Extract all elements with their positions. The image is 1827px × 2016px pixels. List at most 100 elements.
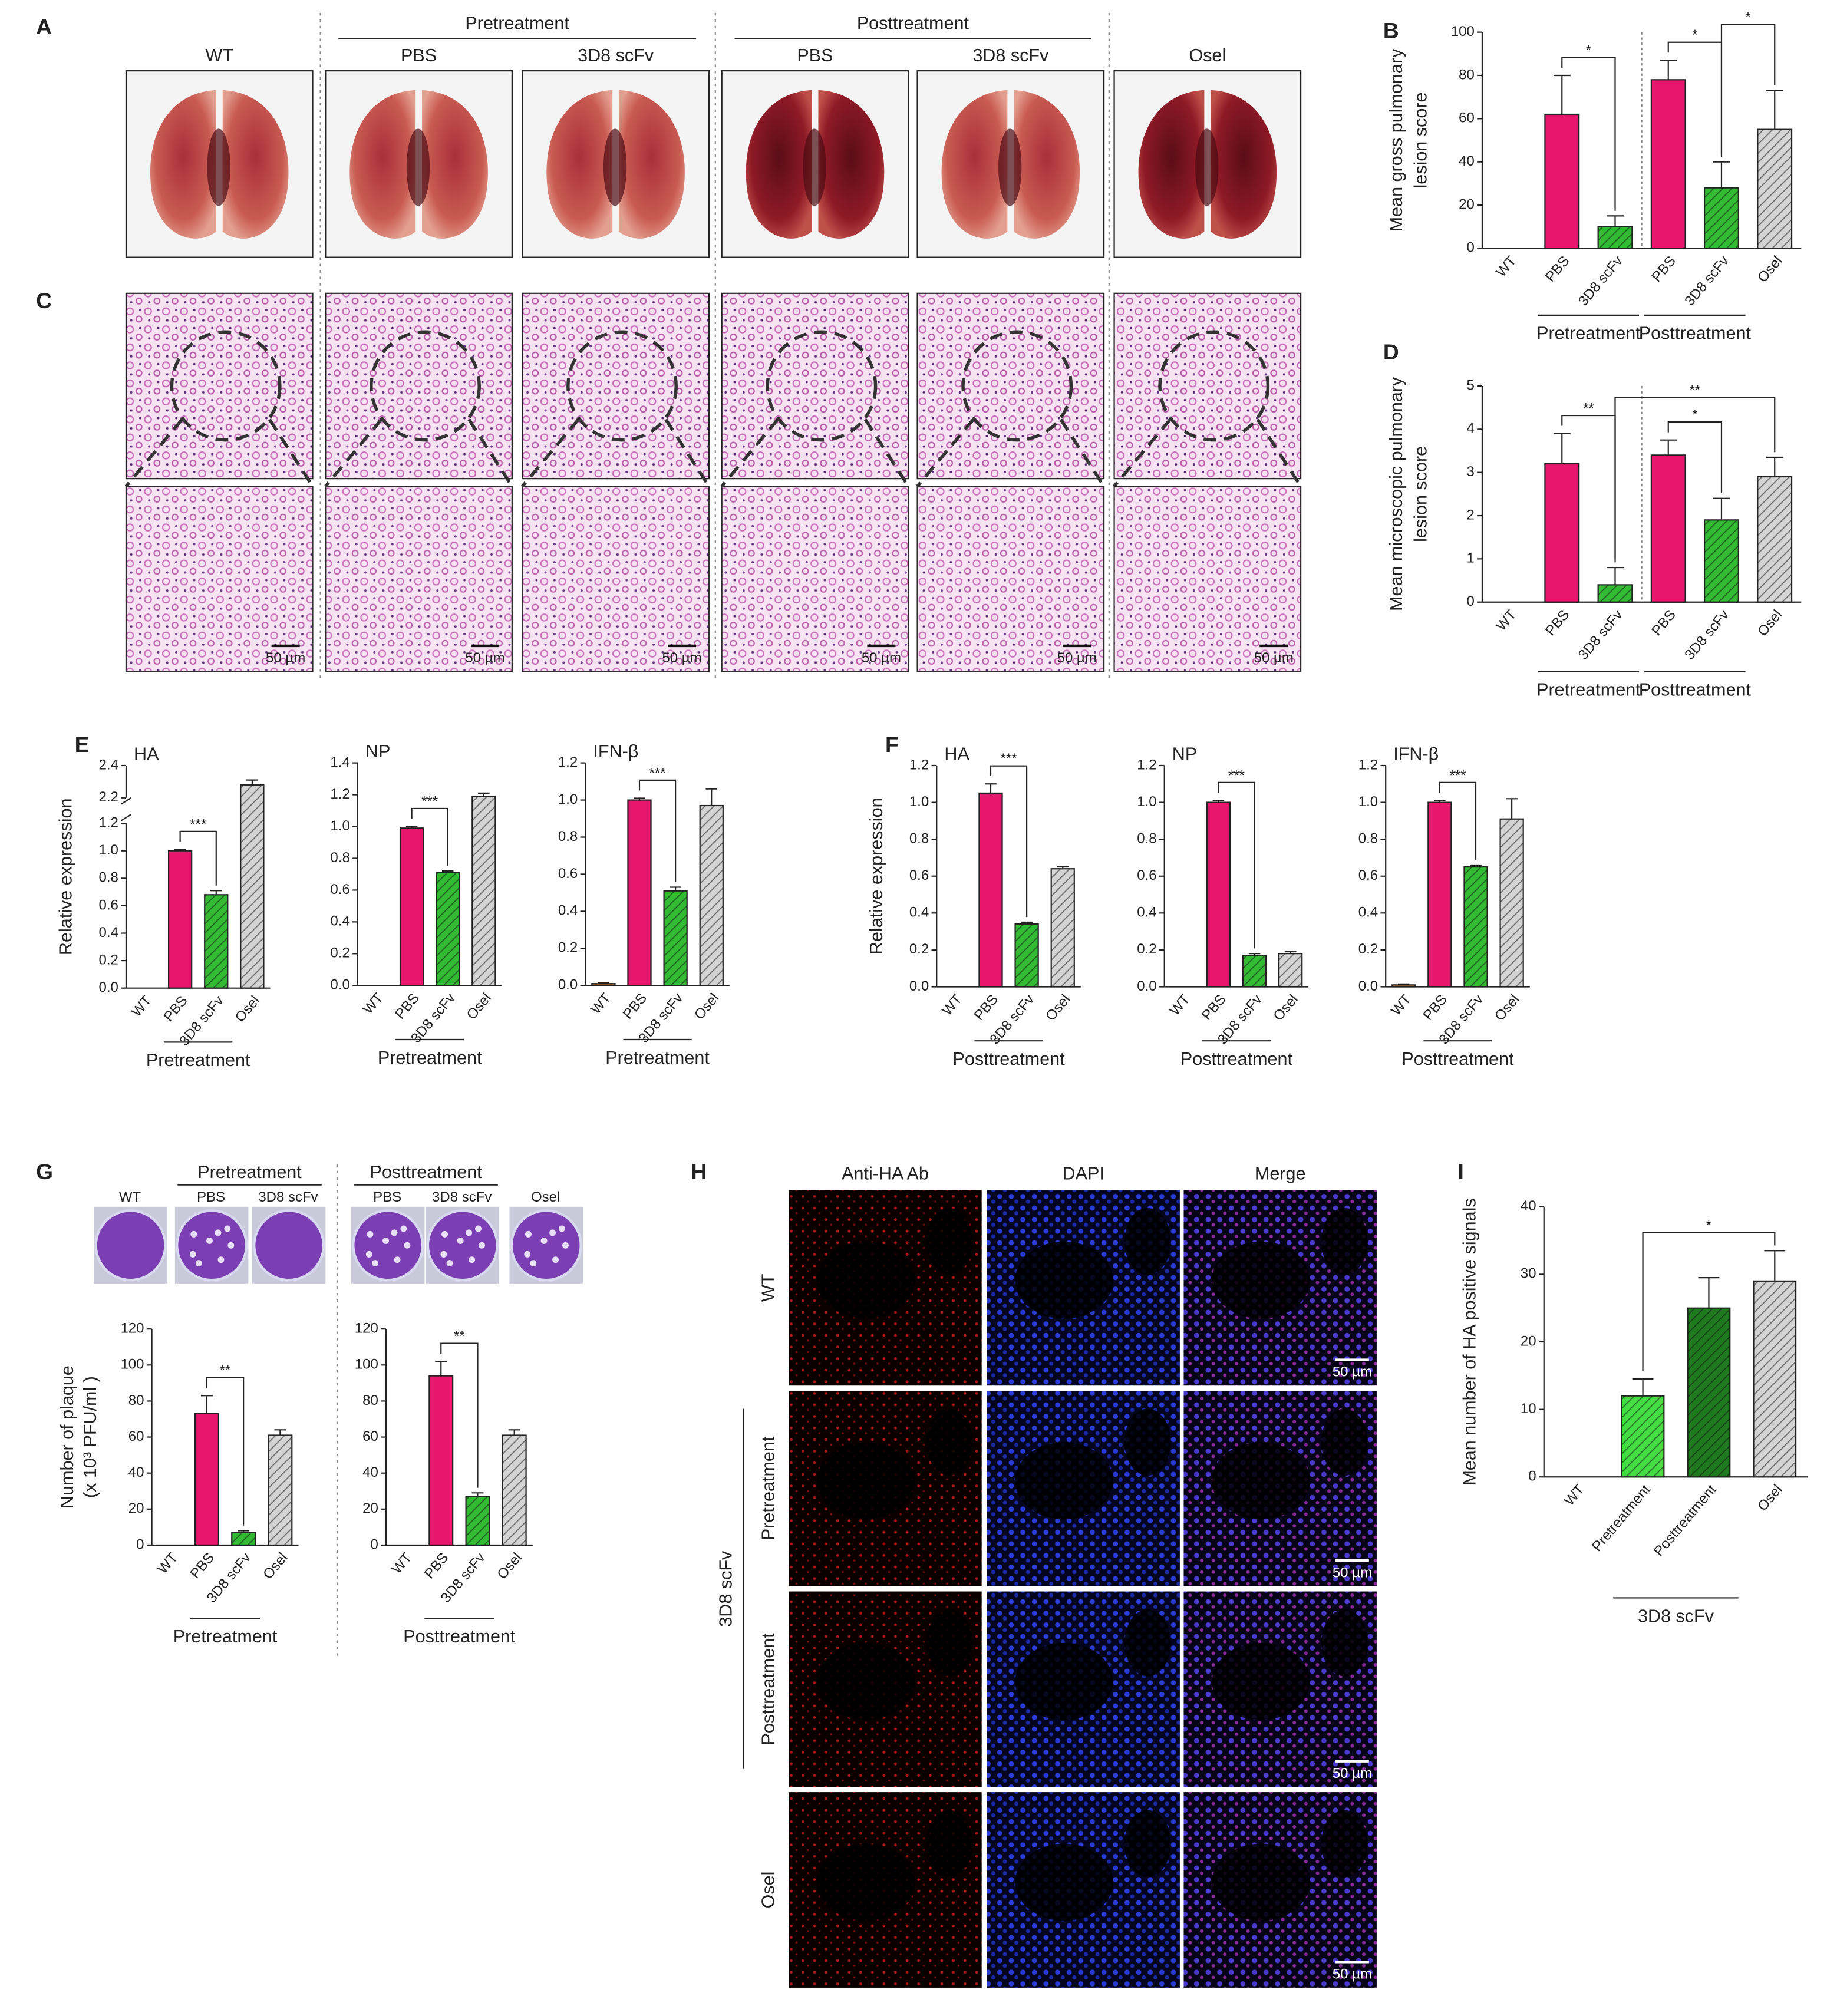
bar [978, 792, 1003, 988]
y-tick-label: 60 [1459, 110, 1475, 126]
lumen [1124, 1810, 1171, 1878]
y-tick-label: 1.2 [98, 815, 118, 831]
y-tick-label: 60 [362, 1428, 378, 1444]
x-tick-label: 3D8 scFv [1575, 253, 1626, 309]
y-tick-label: 0.8 [330, 850, 349, 866]
lumen [817, 1442, 915, 1520]
chart-title: NP [365, 741, 390, 761]
x-tick-label: Osel [691, 990, 722, 1022]
error-bar [1713, 161, 1730, 188]
plaque [469, 1256, 476, 1263]
plaque [466, 1229, 473, 1236]
scale-bar-label: 50 µm [1333, 1364, 1372, 1380]
well-label: PBS [197, 1189, 225, 1205]
bar [1757, 476, 1793, 603]
lung [818, 90, 885, 239]
y-tick-label: 0.8 [1358, 830, 1378, 846]
y-tick-label: 0.8 [1137, 830, 1156, 846]
significance-label: *** [1449, 767, 1466, 783]
significance-bracket [1218, 781, 1255, 949]
y-tick-label: 0.2 [330, 945, 349, 961]
lumen [1321, 1207, 1368, 1275]
error-bar [1434, 800, 1446, 803]
lumen [1124, 1207, 1171, 1275]
lumen [1321, 1408, 1368, 1476]
lumen [926, 1408, 973, 1476]
error-bar [1021, 921, 1033, 925]
x-tick-label: WT [588, 990, 614, 1017]
panel-label: E [75, 732, 90, 757]
group-header: Pretreatment [465, 14, 569, 34]
lung [349, 90, 416, 239]
well [175, 1209, 248, 1282]
error-bar [1212, 800, 1225, 803]
y-tick-label: 1.2 [1358, 757, 1378, 773]
y-tick-label: 0.6 [1358, 867, 1378, 883]
plaque [441, 1230, 448, 1238]
group-label: Pretreatment [1536, 679, 1641, 700]
x-tick-label: Osel [1043, 992, 1073, 1024]
scale-bar-label: 50 µm [862, 650, 901, 666]
y-tick-label: 0.4 [98, 925, 118, 941]
significance-bracket [1614, 397, 1776, 560]
y-tick-label: 1.0 [558, 791, 578, 807]
lumen [817, 1642, 915, 1720]
column-label: WT [205, 45, 233, 65]
x-tick-label: PBS [421, 1550, 452, 1582]
significance-label: *** [1001, 751, 1017, 767]
y-tick-label: 100 [120, 1357, 144, 1372]
y-tick-label: 0.2 [558, 940, 578, 956]
significance-label: * [1692, 27, 1697, 43]
zoom-line [1113, 418, 1172, 488]
y-tick-label: 10 [1521, 1401, 1536, 1417]
lumen [1015, 1442, 1113, 1520]
well-label: Osel [531, 1189, 560, 1205]
significance-label: ** [220, 1362, 231, 1378]
zoom-line [124, 418, 184, 488]
error-bar [1506, 798, 1518, 819]
lumen [1124, 1609, 1171, 1677]
scale-bar-label: 50 µm [1057, 650, 1097, 666]
y-tick-label: 80 [128, 1393, 144, 1408]
lung [422, 90, 488, 239]
panel-label: I [1457, 1159, 1463, 1184]
y-tick-label: 0.0 [1358, 978, 1378, 994]
bar [194, 1413, 219, 1546]
scale-bar-label: 50 µm [1333, 1565, 1372, 1581]
y-tick-label: 0 [1466, 240, 1474, 256]
y-tick-label: 80 [362, 1393, 378, 1408]
column-label: 3D8 scFv [578, 45, 654, 65]
error-bar [1248, 953, 1261, 956]
histology-low [916, 292, 1105, 480]
panel-label: F [885, 732, 899, 757]
well-label: 3D8 scFv [432, 1189, 492, 1205]
zoom-line [324, 418, 383, 488]
significance-label: * [1692, 407, 1697, 423]
plaque [479, 1242, 486, 1249]
group-label: Pretreatment [1536, 324, 1641, 344]
error-bar [1698, 1277, 1720, 1308]
zoom-circle [170, 330, 282, 442]
y-tick-label: 3 [1466, 464, 1474, 480]
lung [222, 90, 289, 239]
y-tick-label: 2 [1466, 507, 1474, 523]
chart-title: HA [134, 744, 159, 764]
column-label: 3D8 scFv [972, 45, 1049, 65]
x-tick-label: Osel [1270, 992, 1301, 1024]
scale-bar-label: 50 µm [266, 650, 305, 666]
plaque [446, 1260, 453, 1267]
x-tick-label: Osel [1755, 607, 1785, 639]
well-label: WT [119, 1189, 141, 1205]
y-tick-label: 0.4 [1137, 905, 1156, 920]
y-tick-label: 0 [136, 1536, 144, 1552]
error-bar [1764, 1250, 1786, 1281]
zoom-line [863, 418, 910, 487]
lumen [1321, 1609, 1368, 1677]
y-tick-label: 0.0 [558, 977, 578, 993]
y-tick-label: 120 [355, 1321, 378, 1337]
y-axis-label: Number of plaque [57, 1365, 77, 1509]
significance-label: ** [1690, 382, 1701, 398]
x-tick-label: Osel [232, 993, 263, 1025]
y-tick-label: 0 [1466, 593, 1474, 609]
